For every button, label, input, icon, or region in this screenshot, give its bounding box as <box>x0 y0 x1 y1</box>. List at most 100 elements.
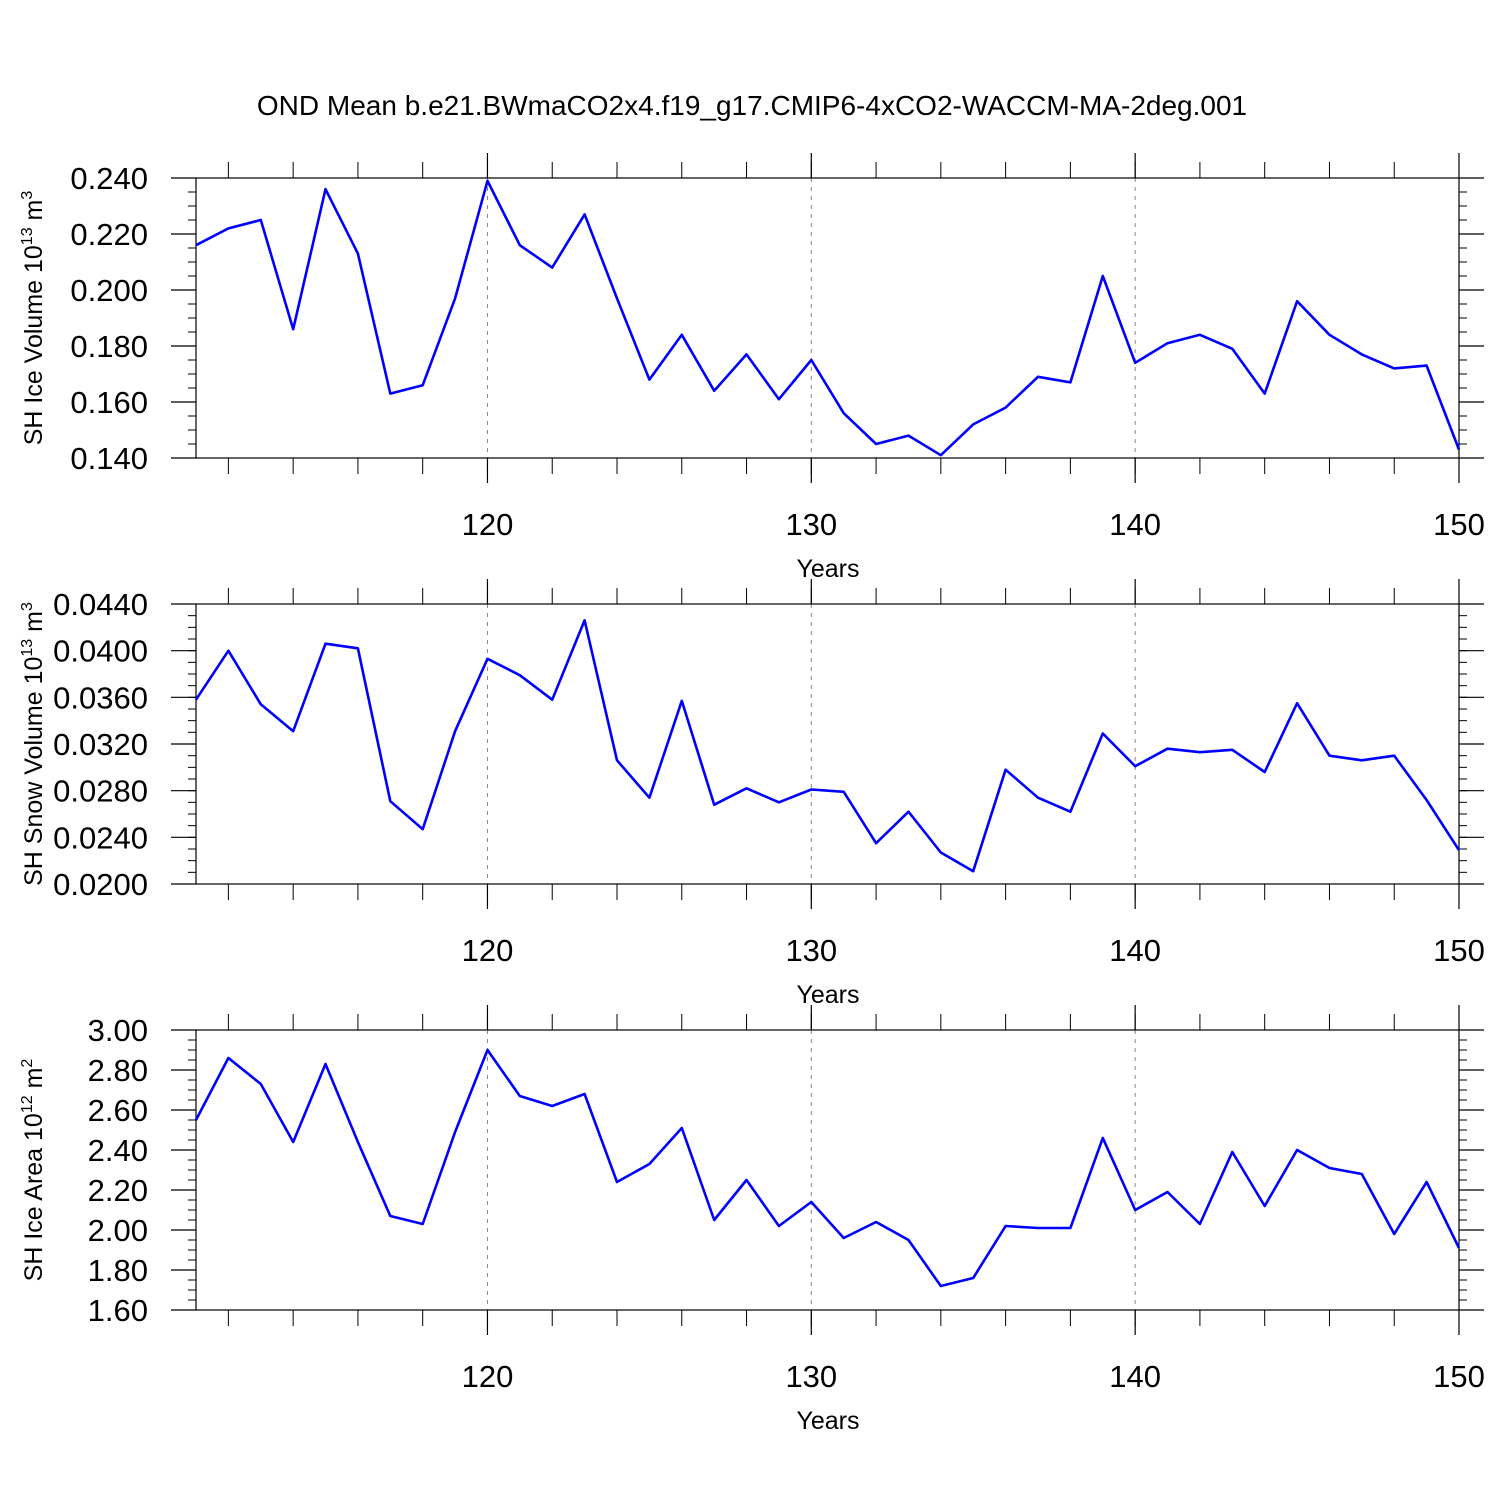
series-line-1 <box>194 1048 1461 1288</box>
y-tick-label: 0.0400 <box>53 634 148 669</box>
data-point <box>1102 732 1104 734</box>
plot-frame <box>195 1029 1460 1311</box>
x-axis-label: Years <box>796 981 859 1009</box>
x-axis-label: Years <box>796 1407 859 1435</box>
data-point <box>842 791 844 793</box>
data-point <box>324 188 326 190</box>
y-tick-label: 0.0200 <box>53 867 148 902</box>
data-point <box>357 252 359 254</box>
data-point <box>778 398 780 400</box>
y-tick-label: 0.200 <box>70 273 148 308</box>
data-point <box>1166 747 1168 749</box>
data-point <box>519 244 521 246</box>
data-point <box>648 796 650 798</box>
data-point <box>972 423 974 425</box>
plot-frame <box>195 177 1460 459</box>
data-point <box>713 1219 715 1221</box>
data-point <box>260 703 262 705</box>
data-point <box>195 244 197 246</box>
data-point <box>1102 1137 1104 1139</box>
data-point <box>875 842 877 844</box>
data-point <box>616 1181 618 1183</box>
data-point <box>616 759 618 761</box>
data-point <box>583 619 585 621</box>
data-point <box>454 297 456 299</box>
data-point <box>519 1095 521 1097</box>
y-axis-label: SH Ice Area 1012 m2 <box>19 1059 48 1282</box>
data-point <box>454 1131 456 1133</box>
x-tick-label: 140 <box>1109 933 1161 968</box>
y-tick-label: 1.60 <box>88 1293 148 1328</box>
data-point <box>1458 849 1460 851</box>
data-point <box>486 180 488 182</box>
data-point <box>292 730 294 732</box>
data-point <box>1069 381 1071 383</box>
y-tick-label: 0.0240 <box>53 820 148 855</box>
data-point <box>1263 1205 1265 1207</box>
data-point <box>1458 448 1460 450</box>
y-tick-label: 2.20 <box>88 1173 148 1208</box>
data-point <box>907 810 909 812</box>
data-point <box>1069 1227 1071 1229</box>
data-point <box>778 801 780 803</box>
y-tick-label: 2.00 <box>88 1213 148 1248</box>
data-point <box>713 390 715 392</box>
series-line-1 <box>195 179 1461 457</box>
data-point <box>1328 1167 1330 1169</box>
x-tick-label: 120 <box>462 507 514 542</box>
data-point <box>842 1237 844 1239</box>
data-point <box>1231 348 1233 350</box>
data-point <box>389 800 391 802</box>
data-point <box>1134 765 1136 767</box>
data-point <box>421 828 423 830</box>
data-point <box>1037 1227 1039 1229</box>
series-line-1 <box>194 618 1461 873</box>
data-point <box>1328 754 1330 756</box>
data-point <box>745 787 747 789</box>
y-tick-label: 0.140 <box>70 441 148 476</box>
data-point <box>551 698 553 700</box>
y-tick-label: 0.220 <box>70 217 148 252</box>
data-point <box>1231 1151 1233 1153</box>
y-tick-label: 0.160 <box>70 385 148 420</box>
data-point <box>1199 751 1201 753</box>
x-tick-label: 130 <box>785 507 837 542</box>
data-point <box>745 1179 747 1181</box>
data-point <box>486 1049 488 1051</box>
data-point <box>1037 796 1039 798</box>
data-point <box>875 1221 877 1223</box>
data-point <box>583 213 585 215</box>
x-tick-label: 140 <box>1109 507 1161 542</box>
x-tick-label: 150 <box>1433 933 1485 968</box>
y-tick-label: 0.0280 <box>53 774 148 809</box>
data-point <box>1004 406 1006 408</box>
data-point <box>875 443 877 445</box>
y-tick-label: 0.180 <box>70 329 148 364</box>
data-point <box>227 227 229 229</box>
data-point <box>1134 362 1136 364</box>
data-point <box>1296 702 1298 704</box>
data-point <box>810 788 812 790</box>
data-point <box>681 700 683 702</box>
data-point <box>1393 754 1395 756</box>
y-tick-label: 2.80 <box>88 1053 148 1088</box>
data-point <box>389 392 391 394</box>
data-point <box>616 297 618 299</box>
data-point <box>940 851 942 853</box>
x-tick-label: 120 <box>462 1359 514 1394</box>
data-point <box>1425 799 1427 801</box>
data-point <box>907 1239 909 1241</box>
y-tick-label: 0.0440 <box>53 587 148 622</box>
chart-panel-3: 1.60 1.80 2.00 2.20 2.40 2.60 2.80 3.00 120 130 14… <box>19 1005 1485 1435</box>
data-point <box>810 359 812 361</box>
data-point <box>292 1141 294 1143</box>
x-tick-label: 130 <box>785 1359 837 1394</box>
figure-title: OND Mean b.e21.BWmaCO2x4.f19_g17.CMIP6-4… <box>257 90 1247 121</box>
data-point <box>1263 771 1265 773</box>
data-point <box>389 1215 391 1217</box>
x-tick-label: 130 <box>785 933 837 968</box>
data-point <box>1004 768 1006 770</box>
